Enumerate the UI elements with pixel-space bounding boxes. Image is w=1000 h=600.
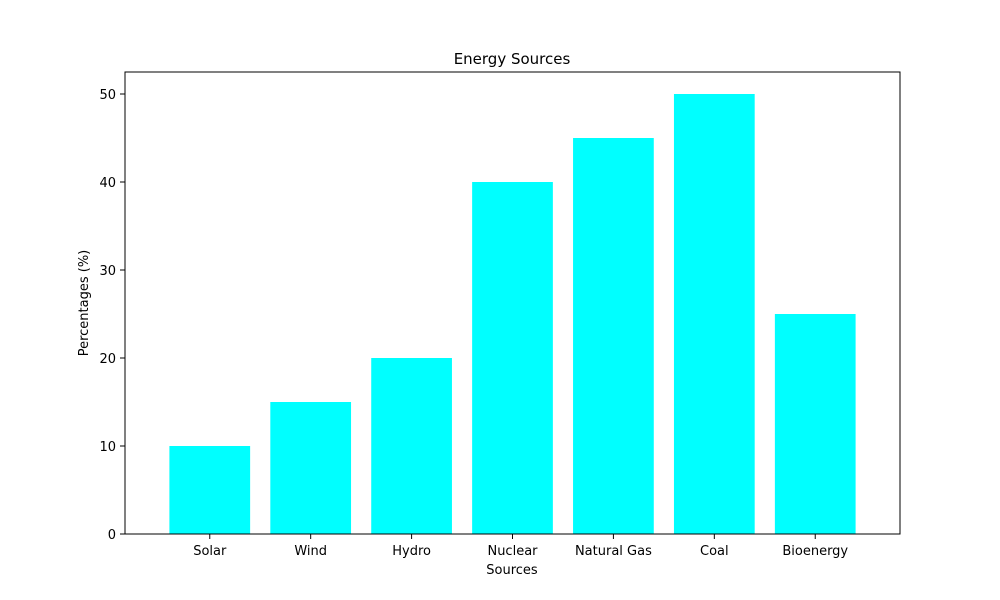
bars-group [169,94,856,534]
x-tick-label-coal: Coal [700,544,729,559]
x-tick-label-nuclear: Nuclear [487,544,538,559]
x-tick-label-solar: Solar [193,544,227,559]
bar-coal [673,94,755,534]
bar-nuclear [472,182,553,534]
y-tick-label-20: 20 [99,352,116,367]
x-tick-label-bioenergy: Bioenergy [782,544,848,559]
bar-solar [169,446,251,534]
x-tick-label-natural-gas: Natural Gas [575,544,652,559]
bar-natural-gas [573,138,654,534]
chart-title: Energy Sources [454,50,571,68]
x-axis-label: Sources [486,563,538,578]
y-tick-label-10: 10 [99,440,116,455]
bar-hydro [371,358,452,534]
y-axis: 0 10 20 30 40 50 [99,88,125,543]
bar-bioenergy [774,314,856,534]
y-tick-label-50: 50 [99,88,116,103]
bar-wind [270,402,352,534]
x-tick-label-hydro: Hydro [392,544,431,559]
y-axis-label: Percentages (%) [77,250,92,357]
y-tick-label-30: 30 [99,264,116,279]
y-tick-label-40: 40 [99,176,116,191]
y-tick-label-0: 0 [108,528,116,543]
x-axis: Solar Wind Hydro Nuclear Natural Gas Coal Bioe… [193,534,848,559]
x-tick-label-wind: Wind [294,544,327,559]
